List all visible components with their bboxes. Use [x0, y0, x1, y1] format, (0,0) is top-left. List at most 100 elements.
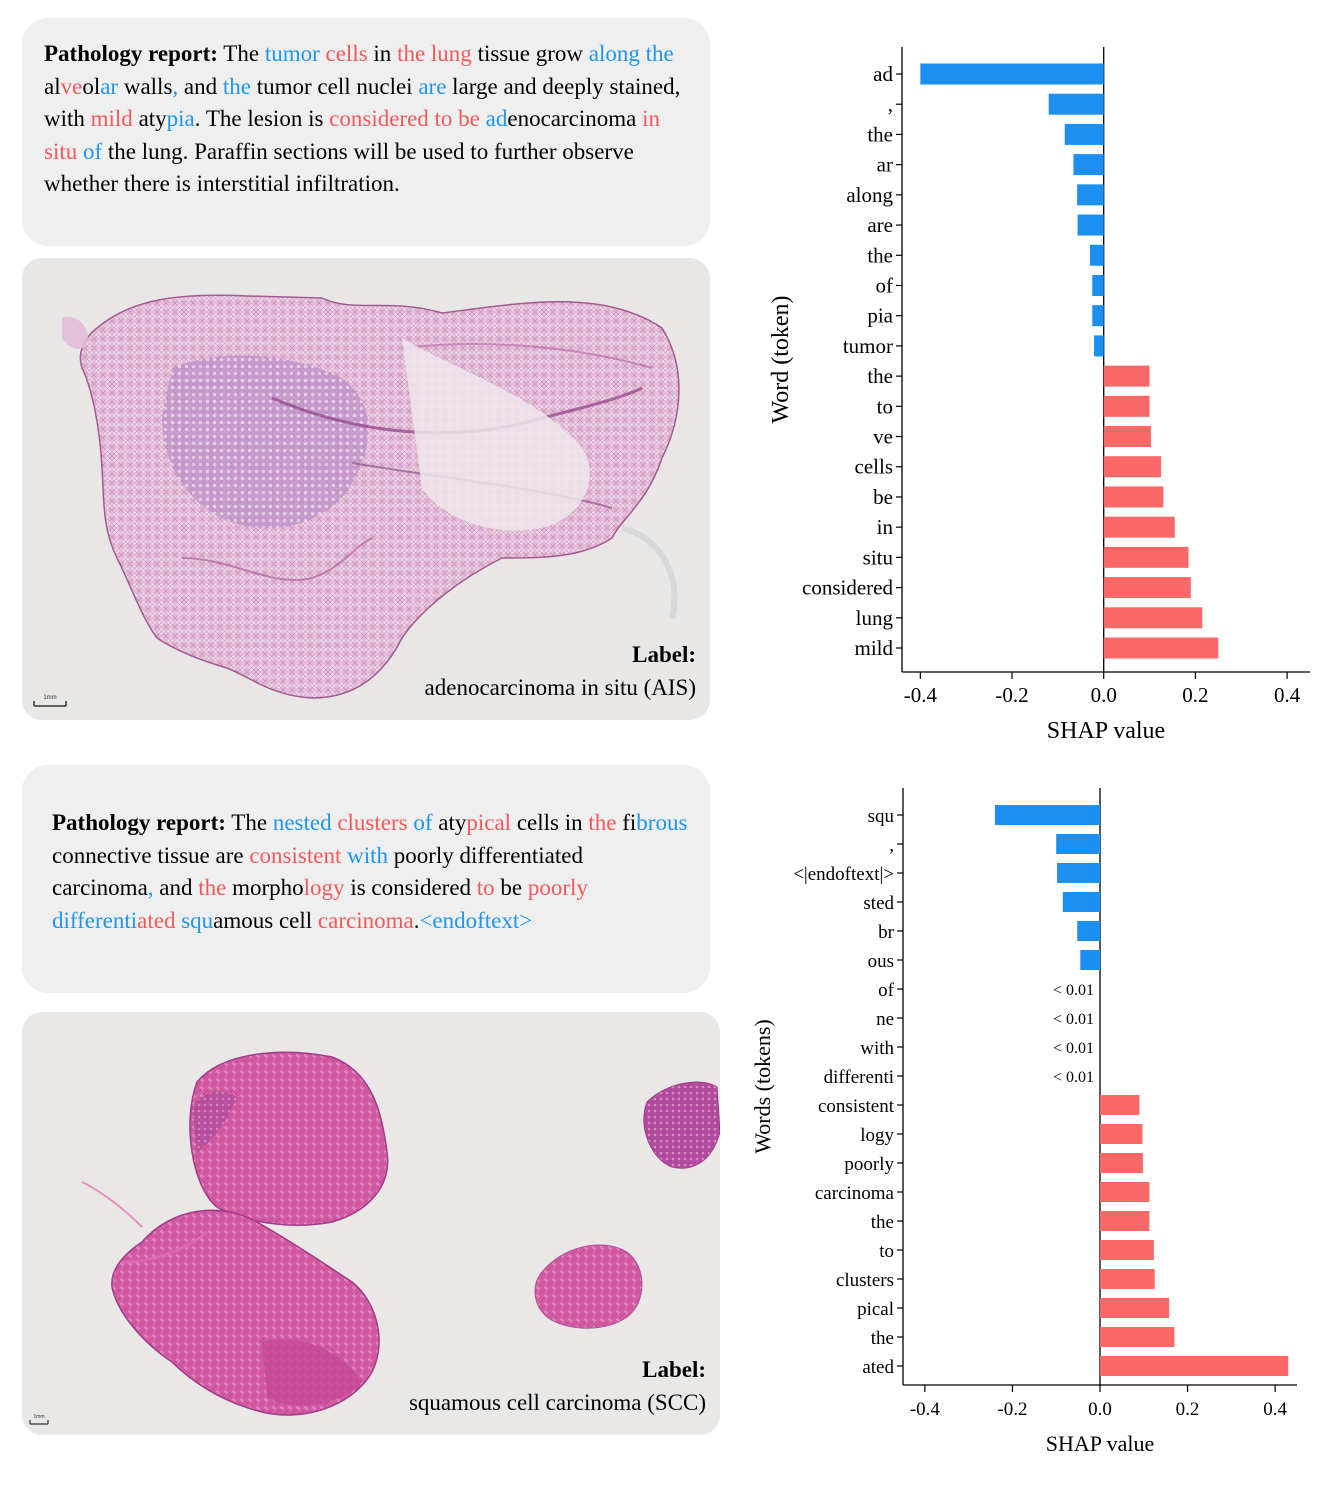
report-text: connective tissue are	[52, 842, 250, 868]
y-tick-label: in	[877, 515, 894, 539]
token-blue: <endoftext>	[419, 907, 533, 933]
y-tick-label: of	[878, 980, 895, 1001]
report-text: al	[44, 73, 61, 99]
token-red: pical	[466, 810, 512, 835]
y-tick-label: logy	[860, 1125, 894, 1146]
y-tick-label: the	[867, 364, 893, 388]
y-tick-label: poorly	[844, 1154, 894, 1175]
report-text: tissue grow	[471, 41, 589, 66]
x-tick-label: 0.0	[1091, 683, 1117, 707]
bar	[1048, 93, 1104, 115]
shap-chart-ais: ad, the ar along are the of pia tumor the to ve cell…	[768, 47, 1310, 744]
tissue-slide-scc: 1mm Label: squamous cell carcinoma (SCC)	[22, 1012, 720, 1435]
report-text: amous cell	[213, 907, 318, 933]
report-text: be	[494, 875, 528, 900]
x-tick-label: -0.4	[904, 683, 938, 707]
bar	[994, 805, 1100, 825]
y-tick-label: pia	[867, 304, 893, 328]
bar	[1056, 834, 1100, 854]
bar	[1100, 1182, 1150, 1202]
bar	[1103, 637, 1219, 659]
y-tick-label: lung	[856, 606, 894, 630]
report-text: aty	[432, 810, 467, 835]
bar	[1103, 516, 1175, 538]
x-tick-label: 0.4	[1263, 1399, 1287, 1420]
y-tick-label: carcinoma	[815, 1183, 895, 1204]
y-tick-label: along	[846, 183, 893, 207]
bar	[1100, 1240, 1154, 1260]
bar	[1094, 335, 1104, 357]
bar	[1103, 607, 1203, 629]
slide-label-title: Label:	[632, 642, 696, 667]
bar	[1080, 950, 1100, 970]
token-blue: with	[347, 842, 388, 868]
token-red: carcinoma	[317, 907, 414, 933]
y-tick-label: are	[867, 213, 893, 237]
token-blue: of	[82, 138, 103, 164]
y-tick-label: ve	[873, 425, 893, 449]
bar	[1100, 1124, 1143, 1144]
slide-label-value: adenocarcinoma in situ (AIS)	[424, 675, 696, 700]
report-text: walls	[118, 73, 173, 99]
report-heading: Pathology report:	[44, 41, 218, 66]
report-text: large and deeply stained, with	[44, 73, 681, 132]
token-blue: pia	[166, 106, 195, 131]
report-text: ol	[82, 73, 101, 99]
bar	[1064, 123, 1104, 145]
token-blue: tumor	[264, 41, 320, 66]
token-blue: ar	[100, 73, 119, 99]
y-tick-label: pical	[857, 1299, 894, 1320]
x-tick-label: -0.2	[997, 1399, 1027, 1420]
token-red: ated	[137, 907, 176, 933]
token-blue: ,	[172, 73, 179, 99]
token-red: poorly	[527, 875, 588, 900]
token-blue: ad	[485, 106, 508, 131]
bar	[1100, 1298, 1170, 1318]
bar	[1103, 426, 1151, 448]
token-blue: along the	[588, 41, 674, 66]
token-blue: squ	[181, 907, 214, 933]
bar	[1100, 1211, 1150, 1231]
report-text: poorly differentiated carcinoma	[52, 842, 583, 901]
x-axis-title: SHAP value	[1047, 718, 1165, 744]
report-text: The	[225, 810, 273, 835]
scale-bar-label: 1mm	[33, 1414, 44, 1420]
bar	[1103, 456, 1162, 478]
pathology-report-2: Pathology report: The nested clusters of…	[22, 765, 710, 993]
pathology-report-1: Pathology report: The tumor cells in the…	[22, 18, 710, 246]
bar	[1103, 486, 1164, 508]
token-red: in situ	[44, 106, 660, 164]
x-tick-label: 0.2	[1182, 683, 1208, 707]
token-blue: the	[222, 73, 251, 99]
scale-bar-label: 1mm	[43, 695, 56, 701]
report-text: fi	[616, 810, 637, 835]
report-text: enocarcinoma	[507, 106, 643, 131]
y-tick-label: of	[876, 273, 894, 297]
report-text: is considered	[344, 875, 477, 900]
report-text: . The lesion is	[194, 106, 330, 131]
slide-label: Label: adenocarcinoma in situ (AIS)	[425, 638, 696, 704]
token-red: considered to be	[329, 106, 480, 131]
y-tick-label: the	[867, 122, 893, 146]
y-tick-label: ,	[888, 92, 893, 116]
y-tick-label: <|endoftext|>	[793, 864, 894, 885]
token-blue: ,	[147, 875, 154, 900]
bar	[1073, 154, 1104, 176]
bar	[1100, 1095, 1140, 1115]
tissue-image-ais: 1mm	[33, 294, 680, 707]
value-annotation: < 0.01	[1053, 1040, 1094, 1057]
y-tick-label: the	[867, 243, 893, 267]
y-tick-label: the	[871, 1212, 894, 1233]
y-tick-label: consistent	[818, 1096, 895, 1117]
y-tick-label: differenti	[824, 1067, 894, 1088]
token-blue: differenti	[52, 907, 138, 933]
y-tick-label: cells	[855, 455, 893, 479]
y-tick-label: squ	[868, 806, 895, 827]
y-tick-label: the	[871, 1328, 894, 1349]
token-red: the lung	[397, 41, 472, 66]
report-text: The	[217, 41, 265, 66]
token-blue: brous	[636, 810, 688, 835]
report-text: and	[178, 73, 223, 99]
bar	[1057, 863, 1100, 883]
bar	[1103, 577, 1191, 599]
